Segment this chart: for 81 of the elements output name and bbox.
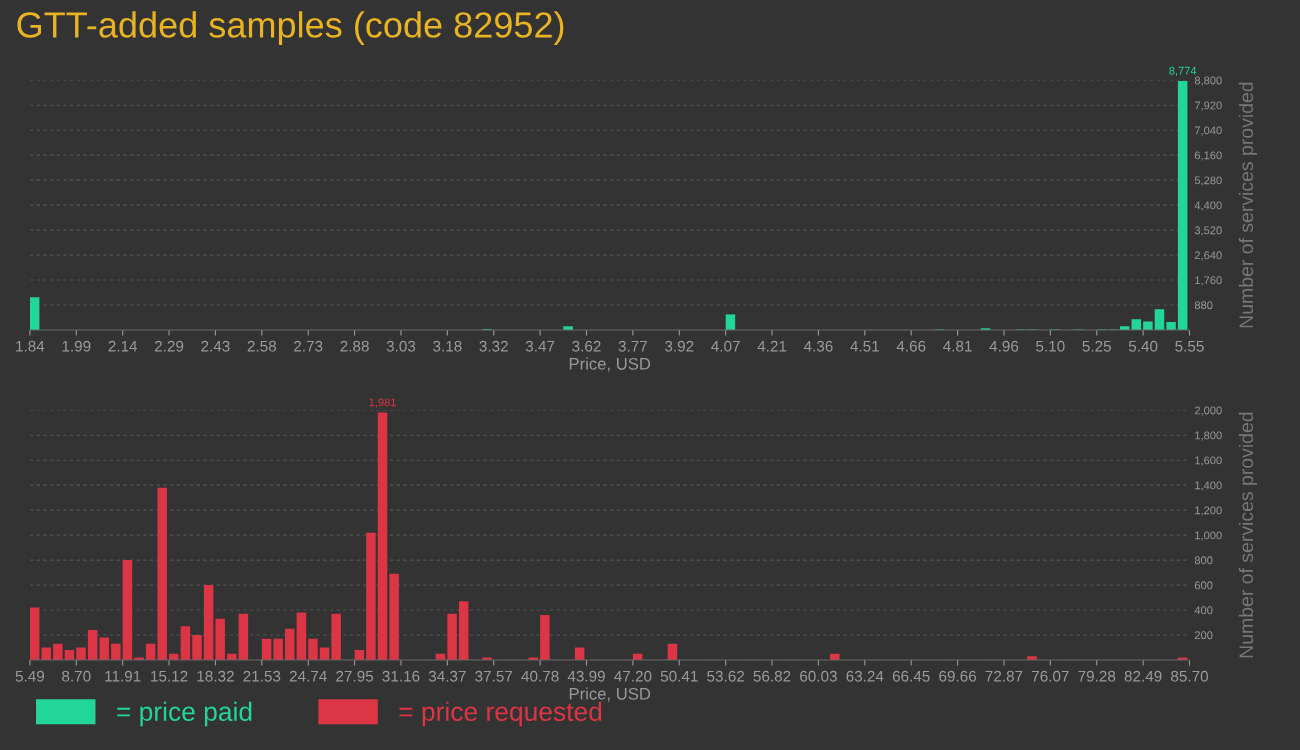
x-tick-label: 5.10 [1036,340,1065,352]
x-tick-label: 4.51 [850,340,879,352]
x-tick-label: 3.92 [664,340,694,352]
x-tick-label: 69.66 [939,670,977,682]
x-tick-label: 79.28 [1078,670,1116,682]
x-tick-label: 2.43 [201,340,230,352]
x-tick-label: 3.62 [572,340,601,352]
x-tick-label: 5.25 [1082,340,1111,352]
y-tick-label: 1,000 [1195,531,1222,541]
x-tick-label: 34.37 [428,670,466,682]
y-tick-label: 1,600 [1195,456,1222,466]
x-tick-label: 3.03 [386,340,416,352]
x-tick-label: 4.21 [757,340,787,352]
y-tick-label: 4,400 [1194,201,1222,211]
x-tick-label: 1.99 [62,340,91,352]
x-tick-label: 8.70 [62,670,91,682]
x-tick-label: 3.77 [618,340,647,352]
x-tick-label: 31.16 [382,670,420,682]
x-tick-label: 2.58 [247,340,277,352]
x-tick-label: 60.03 [800,670,837,682]
y-tick-label: 400 [1194,606,1213,615]
x-tick-label: 18.32 [197,670,234,682]
y-tick-label: 2,000 [1194,406,1222,416]
x-tick-label: 11.91 [105,670,141,682]
x-tick-label: 27.95 [336,670,374,682]
y-tick-label: 1,800 [1195,431,1222,441]
x-tick-label: 5.40 [1128,340,1158,352]
y-axis-title: Number of services provided [1238,412,1257,658]
y-axis-title: Number of services provided [1238,82,1257,328]
x-tick-label: 85.70 [1171,670,1209,682]
x-tick-label: 53.62 [707,670,745,682]
data-label: 8,774 [1169,66,1197,76]
y-tick-label: 8,800 [1194,76,1222,86]
y-tick-label: 7,040 [1194,126,1222,136]
y-tick-label: 880 [1194,301,1213,310]
x-tick-label: 43.99 [567,670,605,682]
y-tick-label: 3,520 [1194,226,1222,236]
x-tick-label: 47.20 [614,670,652,682]
x-tick-label: 1.84 [16,340,45,352]
x-tick-label: 2.14 [108,340,138,352]
x-tick-label: 5.55 [1175,340,1204,352]
x-axis-title: Price, USD [569,687,651,702]
x-tick-label: 72.87 [985,670,1023,682]
x-tick-label: 2.29 [154,340,184,352]
legend-label: = price paid [117,701,252,727]
x-tick-label: 50.41 [660,670,698,682]
y-tick-label: 800 [1194,556,1213,565]
x-tick-label: 56.82 [753,670,791,682]
x-tick-label: 15.12 [151,670,188,682]
x-tick-label: 2.88 [340,340,369,352]
x-tick-label: 82.49 [1124,670,1162,682]
x-tick-label: 3.18 [433,340,462,352]
x-tick-label: 63.24 [846,670,884,682]
y-tick-label: 1,760 [1195,276,1222,286]
x-tick-label: 4.81 [943,340,972,352]
y-tick-label: 200 [1194,631,1213,640]
chart-title: GTT-added samples (code 82952) [17,11,564,45]
y-tick-label: 1,400 [1195,481,1222,491]
y-tick-label: 2,640 [1194,251,1222,261]
x-tick-label: 2.73 [294,340,323,352]
x-tick-label: 37.57 [475,670,513,682]
x-tick-label: 4.07 [711,340,740,352]
x-tick-label: 24.74 [289,670,327,682]
y-tick-label: 5,280 [1194,176,1222,186]
x-tick-label: 66.45 [892,670,930,682]
x-tick-label: 76.07 [1032,670,1069,682]
y-tick-label: 1,200 [1195,506,1222,516]
x-axis-title: Price, USD [569,357,651,372]
x-tick-label: 21.53 [243,670,281,682]
data-label: 1,981 [369,398,396,408]
x-tick-label: 3.32 [479,340,508,352]
x-tick-label: 3.47 [525,340,555,352]
x-tick-label: 4.66 [896,340,926,352]
y-tick-label: 6,160 [1194,151,1222,161]
x-tick-label: 5.49 [15,670,45,682]
legend-label: = price requested [399,701,602,727]
y-tick-label: 600 [1194,581,1213,590]
y-tick-label: 7,920 [1194,101,1222,111]
x-tick-label: 40.78 [521,670,559,682]
x-tick-label: 4.96 [989,340,1019,352]
x-tick-label: 4.36 [803,340,833,352]
